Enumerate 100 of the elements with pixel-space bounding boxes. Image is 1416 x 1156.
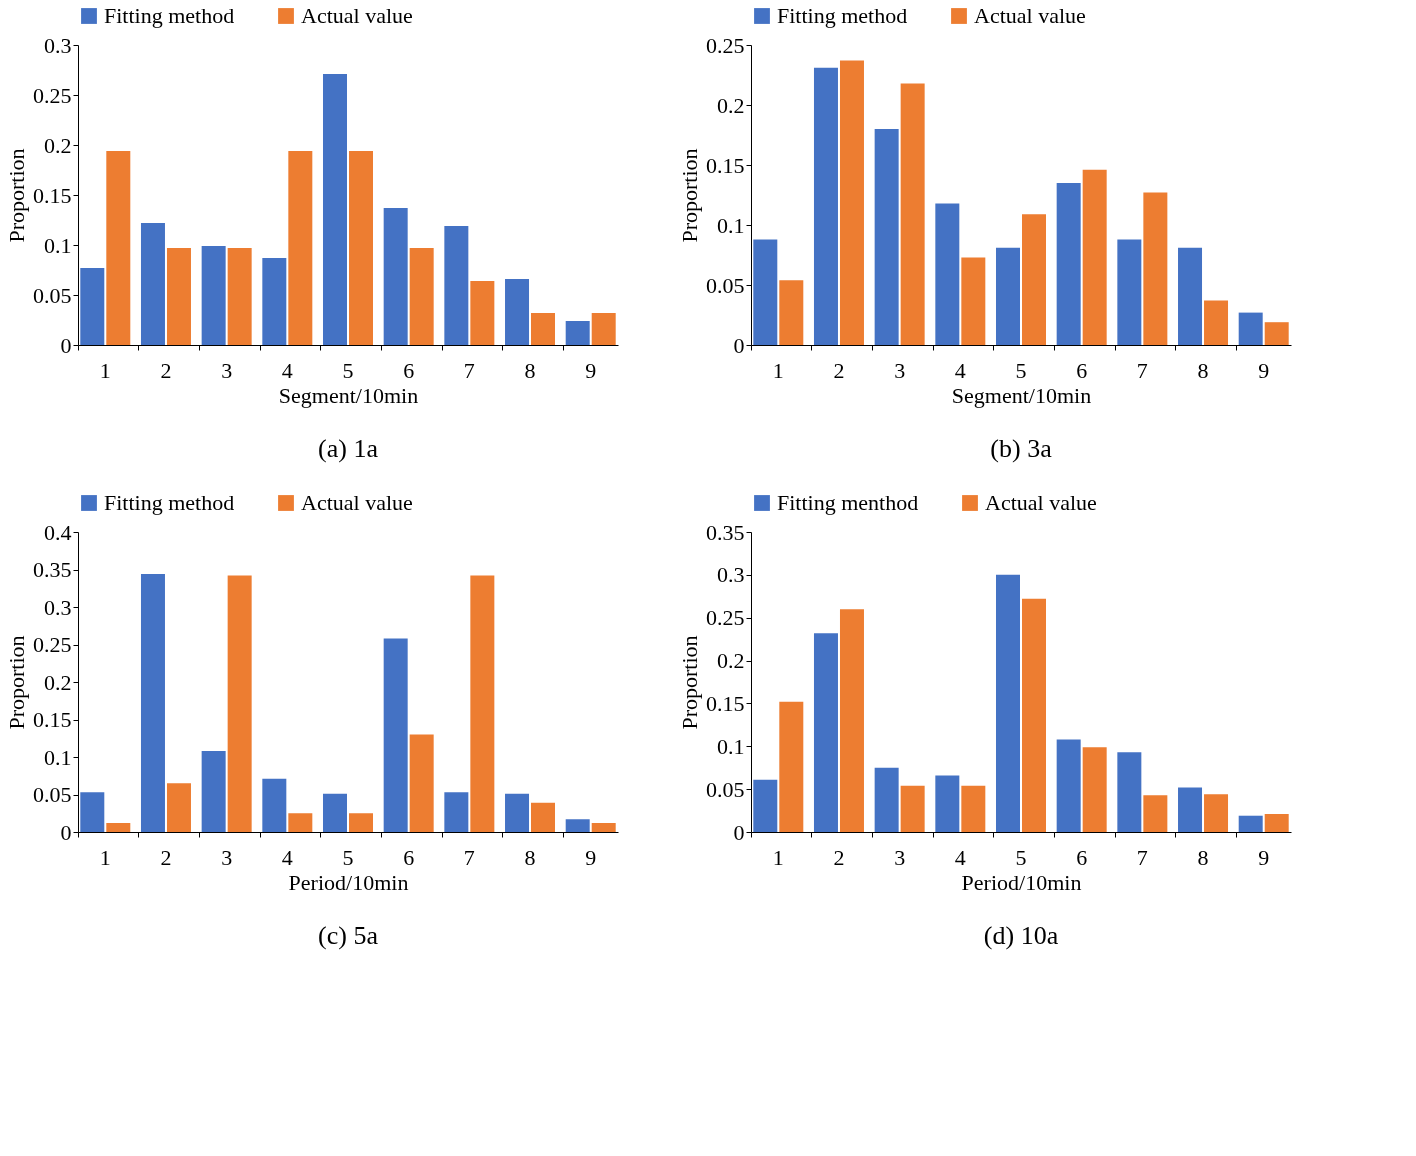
y-tick-label: 0.05 [706, 776, 745, 802]
bar [1264, 814, 1289, 832]
bar [227, 248, 252, 345]
bar [565, 321, 590, 345]
bar [935, 203, 960, 345]
x-tick-label: 3 [894, 357, 906, 383]
x-tick-label: 6 [403, 357, 415, 383]
text: (d) 10a [983, 921, 1059, 950]
x-tick-label: 5 [1015, 844, 1027, 870]
bar [1082, 747, 1107, 832]
bar [106, 151, 131, 345]
x-tick-label: 5 [1015, 357, 1027, 383]
y-tick-label: 0.2 [44, 132, 72, 158]
bar [288, 813, 313, 832]
x-axis-title: Period/10min [961, 869, 1082, 895]
bar [262, 258, 287, 345]
x-tick-label: 1 [99, 844, 111, 870]
bar [779, 701, 804, 832]
x-tick-label: 3 [894, 844, 906, 870]
y-tick-label: 0.4 [44, 519, 72, 545]
y-tick-label: 0.3 [717, 562, 745, 588]
x-tick-label: 1 [99, 357, 111, 383]
y-tick-label: 0.25 [33, 632, 72, 657]
bar [753, 779, 778, 832]
x-tick-label: 8 [1197, 357, 1209, 383]
bar [753, 239, 778, 345]
x-tick-label: 5 [342, 357, 354, 383]
bar [1117, 752, 1142, 832]
bar [409, 734, 434, 832]
x-tick-label: 2 [833, 844, 845, 870]
bar [1204, 794, 1229, 832]
x-axis-title: Segment/10min [951, 382, 1092, 408]
bar [565, 819, 590, 832]
legend-label: Fitting method [104, 490, 235, 515]
bar [1143, 795, 1168, 832]
y-axis-title: Proportion [4, 148, 29, 243]
bar [874, 767, 899, 832]
bar [201, 246, 226, 345]
y-tick-label: 0.1 [44, 744, 72, 770]
legend-label: Actual value [301, 490, 413, 515]
bar [1022, 598, 1046, 832]
x-tick-label: 9 [585, 357, 597, 383]
y-axis-title: Proportion [677, 148, 702, 243]
bar [166, 783, 191, 832]
bar [227, 575, 252, 832]
bar [1264, 322, 1289, 345]
x-tick-label: 5 [342, 844, 354, 870]
x-tick-label: 2 [833, 357, 845, 383]
y-tick-label: 0 [733, 819, 745, 845]
x-tick-label: 2 [160, 844, 172, 870]
bar [839, 609, 864, 832]
y-tick-label: 0.25 [706, 605, 745, 631]
bar [591, 313, 616, 345]
y-tick-label: 0.35 [33, 557, 72, 582]
bar [813, 633, 838, 832]
bar [470, 281, 495, 345]
text: (c) 5a [318, 921, 379, 950]
y-tick-label: 0.15 [706, 152, 745, 178]
bar [591, 823, 616, 832]
bar [961, 785, 986, 832]
y-tick-label: 0.25 [33, 82, 72, 108]
bar [1056, 183, 1081, 345]
bar [1178, 247, 1203, 345]
bar [1238, 312, 1263, 345]
bar [813, 67, 838, 345]
y-tick-label: 0.2 [44, 669, 72, 695]
bar [80, 268, 105, 345]
bar [1204, 300, 1229, 345]
bar [444, 226, 469, 345]
bar [349, 151, 373, 345]
bar [961, 257, 986, 345]
y-axis-title: Proportion [677, 635, 702, 730]
bar [1178, 787, 1203, 832]
bar [444, 792, 469, 832]
y-tick-label: 0 [733, 332, 745, 358]
bar [1238, 815, 1263, 832]
bar [140, 223, 165, 345]
bar [1082, 169, 1107, 345]
y-tick-label: 0.15 [706, 690, 745, 716]
x-tick-label: 8 [524, 357, 536, 383]
bar [349, 813, 373, 832]
bar [383, 208, 408, 345]
x-tick-label: 6 [403, 844, 415, 870]
x-axis-title: Period/10min [288, 869, 409, 895]
bar [505, 793, 530, 832]
x-axis-title: Segment/10min [278, 382, 419, 408]
bar [1022, 214, 1046, 345]
bar [505, 279, 530, 345]
x-tick-label: 1 [772, 357, 784, 383]
y-tick-label: 0.25 [706, 32, 745, 58]
y-tick-label: 0.2 [717, 92, 745, 118]
bar [262, 778, 287, 832]
bar [900, 83, 925, 345]
y-tick-label: 0.15 [33, 707, 72, 732]
x-tick-label: 3 [221, 357, 233, 383]
x-tick-label: 4 [281, 844, 293, 870]
y-tick-label: 0 [60, 819, 72, 845]
y-tick-label: 0.3 [44, 32, 72, 58]
bar [201, 751, 226, 832]
legend-label: Fitting menthod [777, 490, 919, 515]
